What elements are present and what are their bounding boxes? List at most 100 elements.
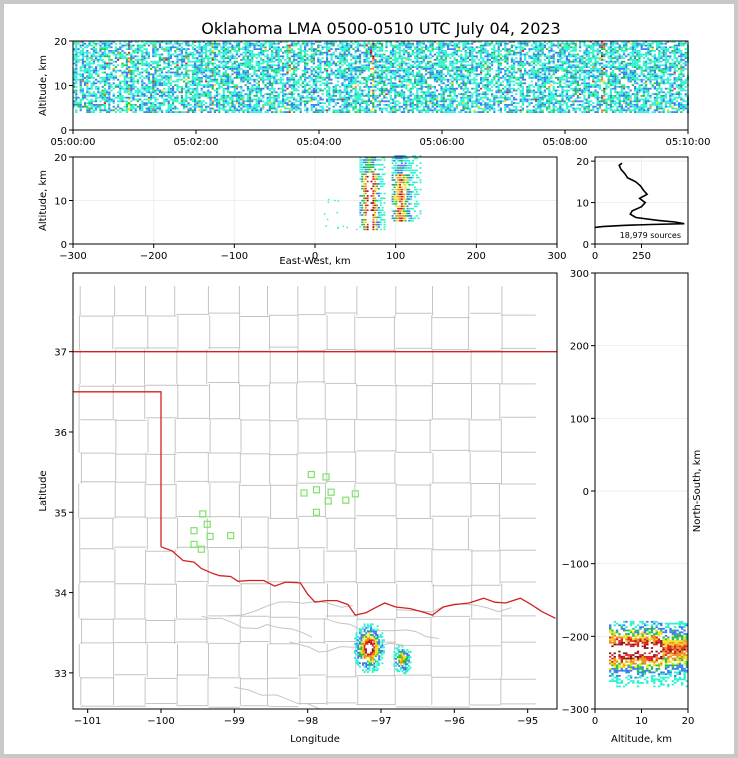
time-height-cell: [293, 96, 296, 99]
time-height-cell: [125, 111, 128, 113]
time-height-cell: [216, 98, 219, 101]
time-height-cell: [365, 66, 368, 68]
time-height-cell: [141, 91, 144, 94]
time-height-cell: [374, 84, 377, 86]
time-height-cell: [180, 96, 183, 99]
time-height-cell: [257, 44, 260, 47]
time-height-cell: [136, 89, 139, 92]
time-height-cell: [128, 77, 131, 79]
time-height-cell: [471, 71, 474, 74]
time-height-cell: [262, 87, 265, 90]
time-height-cell: [306, 71, 309, 74]
time-height-cell: [86, 80, 89, 83]
time-height-cell: [260, 71, 263, 74]
time-height-cell: [194, 69, 197, 72]
time-height-cell: [422, 75, 425, 77]
time-height-cell: [451, 53, 454, 56]
time-height-cell: [213, 42, 216, 45]
time-height-cell: [328, 95, 331, 97]
time-height-cell: [321, 98, 324, 101]
time-height-cell: [99, 93, 102, 95]
time-height-cell: [277, 102, 280, 104]
time-height-cell: [374, 59, 377, 61]
time-height-cell: [486, 111, 489, 113]
time-height-cell: [238, 64, 241, 67]
time-height-cell: [198, 109, 201, 112]
time-height-cell: [332, 93, 335, 95]
time-height-cell: [176, 75, 179, 77]
time-height-cell: [121, 53, 124, 56]
time-height-cell: [422, 105, 425, 108]
time-height-cell: [317, 77, 320, 79]
time-height-cell: [176, 80, 179, 83]
time-height-cell: [312, 84, 315, 86]
time-height-cell: [158, 60, 161, 63]
time-height-cell: [455, 77, 458, 79]
time-height-cell: [367, 78, 370, 81]
time-height-cell: [176, 55, 179, 58]
time-height-cell: [425, 69, 428, 72]
time-height-cell: [497, 66, 500, 68]
time-height-cell: [95, 105, 98, 108]
time-height-cell: [381, 87, 384, 90]
time-height-cell: [143, 77, 146, 79]
time-height-cell: [198, 59, 201, 61]
time-height-cell: [486, 44, 489, 47]
time-height-cell: [337, 69, 340, 72]
time-height-cell: [389, 78, 392, 81]
time-height-cell: [425, 95, 428, 97]
time-height-cell: [112, 95, 115, 97]
time-height-cell: [438, 44, 441, 47]
time-height-cell: [260, 57, 263, 59]
time-height-cell: [167, 78, 170, 81]
time-height-cell: [449, 105, 452, 108]
time-height-cell: [216, 71, 219, 74]
time-height-cell: [158, 84, 161, 86]
time-height-cell: [198, 64, 201, 67]
time-height-cell: [317, 59, 320, 61]
time-height-cell: [253, 95, 256, 97]
time-height-cell: [196, 71, 199, 74]
time-height-cell: [354, 104, 357, 106]
time-height-cell: [378, 104, 381, 106]
time-height-cell: [145, 68, 148, 70]
time-height-cell: [86, 86, 89, 88]
time-height-cell: [246, 46, 249, 49]
time-height-cell: [359, 95, 362, 97]
time-height-cell: [185, 55, 188, 58]
time-height-cell: [339, 93, 342, 95]
time-height-cell: [224, 78, 227, 81]
time-height-cell: [92, 41, 95, 43]
time-height-cell: [354, 57, 357, 59]
time-height-cell: [238, 95, 241, 97]
time-height-cell: [273, 100, 276, 103]
time-height-cell: [275, 42, 278, 45]
time-height-cell: [418, 80, 421, 83]
time-height-cell: [396, 44, 399, 47]
time-height-cell: [480, 93, 483, 95]
time-height-cell: [277, 62, 280, 65]
time-height-cell: [279, 68, 282, 70]
time-height-cell: [416, 75, 419, 77]
time-height-cell: [156, 50, 159, 52]
time-height-cell: [462, 77, 465, 79]
time-height-cell: [255, 93, 258, 95]
time-height-cell: [282, 87, 285, 90]
time-height-cell: [348, 68, 351, 70]
time-height-cell: [363, 42, 366, 45]
time-height-cell: [233, 62, 236, 65]
time-height-cell: [141, 64, 144, 67]
time-height-cell: [288, 69, 291, 72]
time-height-cell: [361, 91, 364, 94]
time-height-cell: [427, 71, 430, 74]
time-height-cell: [150, 86, 153, 88]
time-height-cell: [266, 82, 269, 85]
time-height-cell: [356, 93, 359, 95]
time-height-cell: [141, 107, 144, 110]
time-height-cell: [286, 87, 289, 90]
time-height-cell: [354, 98, 357, 101]
time-height-cell: [440, 104, 443, 106]
time-height-cell: [286, 78, 289, 81]
time-height-cell: [196, 86, 199, 88]
time-height-cell: [249, 51, 252, 54]
